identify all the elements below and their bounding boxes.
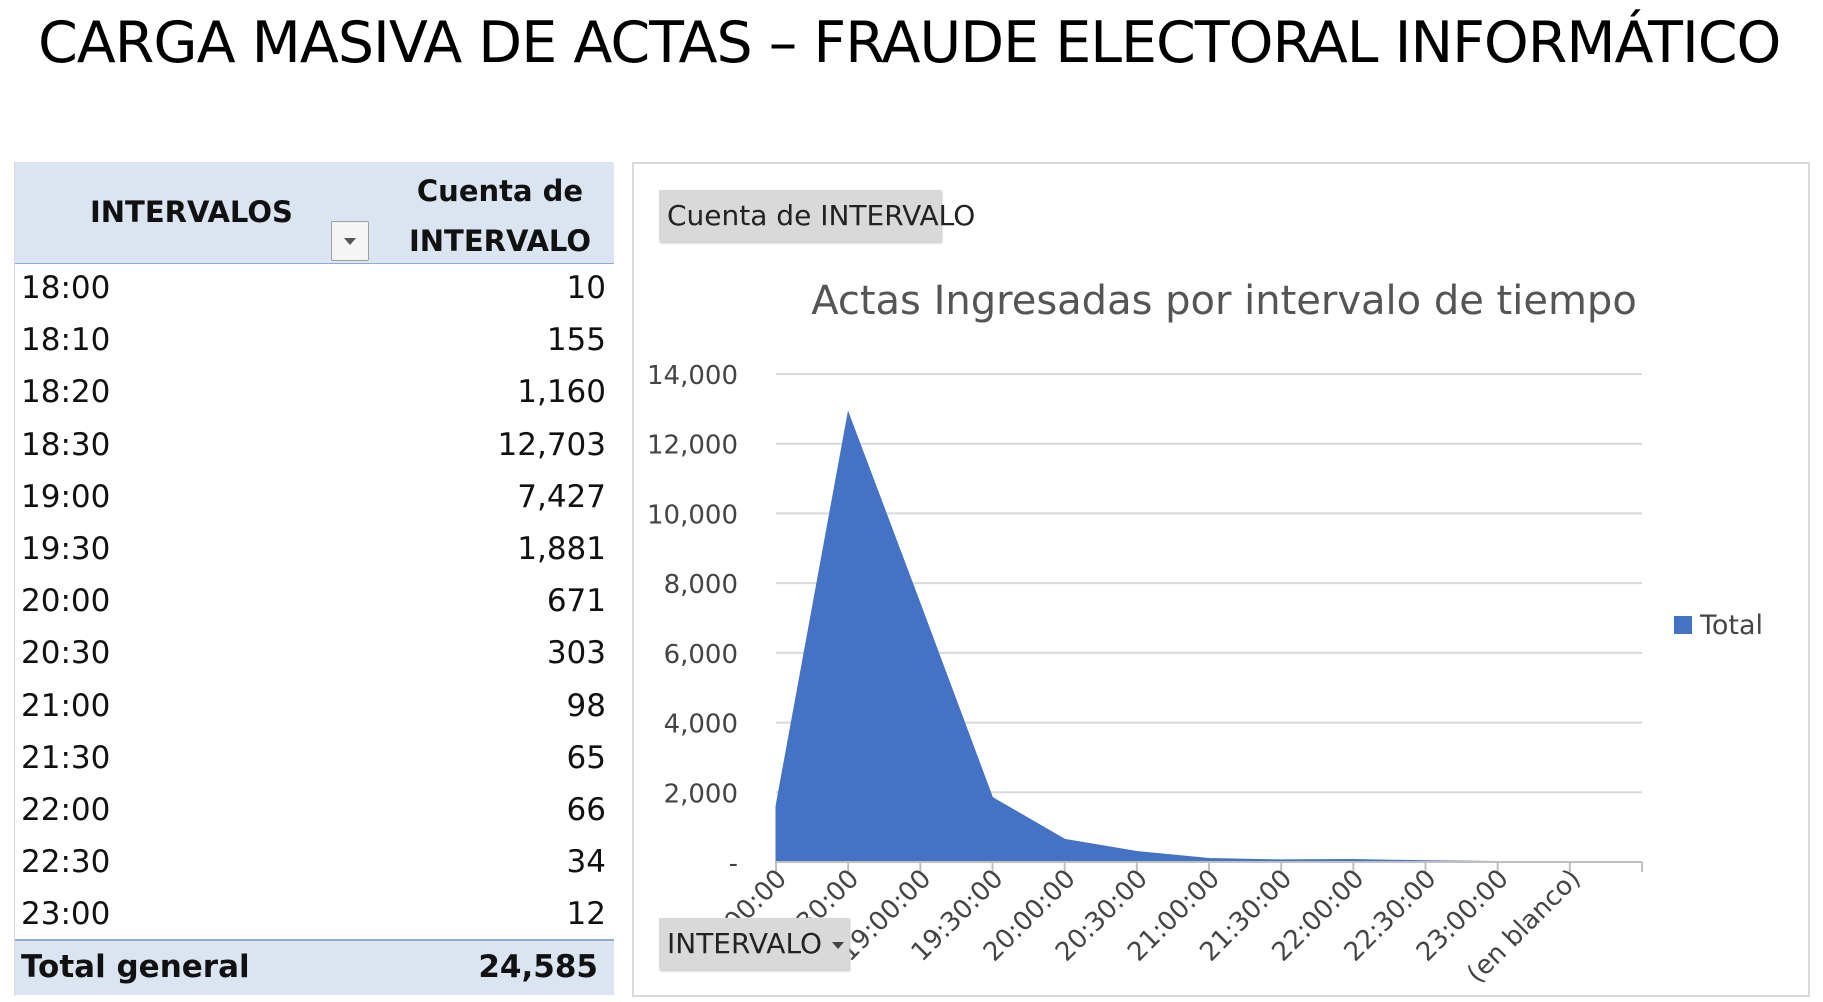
pivot-row[interactable]: 18:00 10 bbox=[15, 264, 614, 316]
pivot-row[interactable]: 19:00 7,427 bbox=[15, 473, 614, 525]
pivot-chart[interactable]: Cuenta de INTERVALO Actas Ingresadas por… bbox=[632, 162, 1810, 997]
y-tick-label: 12,000 bbox=[647, 431, 738, 461]
pivot-row[interactable]: 21:00 98 bbox=[15, 682, 614, 734]
value-field-header: Cuenta de INTERVALO bbox=[385, 166, 615, 266]
y-tick-label: 8,000 bbox=[664, 570, 738, 600]
row-label: 20:30 bbox=[21, 635, 111, 672]
row-label: 18:10 bbox=[21, 322, 111, 359]
row-label: 18:30 bbox=[21, 426, 111, 463]
y-tick-label: 2,000 bbox=[664, 779, 738, 809]
row-count: 98 bbox=[566, 687, 606, 724]
pivot-row[interactable]: 18:10 155 bbox=[15, 316, 614, 368]
area-series-total bbox=[775, 410, 1570, 863]
row-count: 12 bbox=[566, 896, 606, 933]
row-label: 19:30 bbox=[21, 530, 111, 567]
row-label: 20:00 bbox=[21, 583, 111, 620]
row-label: 18:20 bbox=[21, 374, 111, 411]
y-tick-label: 14,000 bbox=[647, 361, 738, 391]
row-label-header: INTERVALOS bbox=[90, 195, 293, 229]
pivot-row[interactable]: 22:00 66 bbox=[15, 786, 614, 838]
pivot-row[interactable]: 18:20 1,160 bbox=[15, 368, 614, 420]
row-filter-button[interactable] bbox=[331, 221, 369, 261]
pivot-total-row[interactable]: Total general 24,585 bbox=[15, 939, 614, 995]
dropdown-arrow-icon bbox=[832, 942, 845, 949]
y-tick-label: 4,000 bbox=[664, 710, 738, 740]
value-field-button[interactable]: Cuenta de INTERVALO bbox=[659, 190, 975, 242]
pivot-table: INTERVALOS Cuenta de INTERVALO 18:00 10 1… bbox=[14, 162, 614, 996]
pivot-row[interactable]: 21:30 65 bbox=[15, 734, 614, 786]
row-label: 23:00 bbox=[21, 896, 111, 933]
row-label: 22:30 bbox=[21, 844, 111, 881]
row-count: 65 bbox=[566, 739, 606, 776]
row-count: 1,160 bbox=[517, 374, 606, 411]
row-label: 21:30 bbox=[21, 739, 111, 776]
pivot-row[interactable]: 23:00 12 bbox=[15, 890, 614, 942]
total-value: 24,585 bbox=[478, 949, 598, 985]
legend-label: Total bbox=[1699, 610, 1763, 641]
page-title: CARGA MASIVA DE ACTAS – FRAUDE ELECTORAL… bbox=[38, 10, 1781, 76]
pivot-row[interactable]: 19:30 1,881 bbox=[15, 525, 614, 577]
chart-title: Actas Ingresadas por intervalo de tiempo bbox=[811, 278, 1637, 324]
row-count: 155 bbox=[546, 322, 606, 359]
row-count: 671 bbox=[546, 583, 606, 620]
row-count: 66 bbox=[566, 791, 606, 828]
pivot-row[interactable]: 22:30 34 bbox=[15, 838, 614, 890]
legend-swatch bbox=[1674, 616, 1692, 634]
row-count: 303 bbox=[546, 635, 606, 672]
area-chart: Actas Ingresadas por intervalo de tiempo… bbox=[647, 278, 1763, 989]
total-label: Total general bbox=[21, 949, 250, 985]
row-label: 19:00 bbox=[21, 478, 111, 515]
pivot-row[interactable]: 18:30 12,703 bbox=[15, 421, 614, 473]
row-count: 1,881 bbox=[517, 530, 606, 567]
value-header-line1: Cuenta de bbox=[416, 174, 584, 208]
row-count: 10 bbox=[566, 270, 606, 306]
axis-field-button[interactable]: INTERVALO bbox=[659, 918, 849, 970]
axis-field-label: INTERVALO bbox=[667, 927, 823, 960]
row-count: 34 bbox=[566, 844, 606, 881]
y-tick-label: - bbox=[729, 849, 738, 879]
row-label: 21:00 bbox=[21, 687, 111, 724]
row-count: 7,427 bbox=[517, 478, 606, 515]
filter-dropdown-icon bbox=[344, 237, 356, 245]
pivot-row[interactable]: 20:30 303 bbox=[15, 629, 614, 681]
value-header-line2: INTERVALO bbox=[408, 224, 591, 258]
row-count: 12,703 bbox=[497, 426, 606, 463]
y-tick-label: 6,000 bbox=[664, 640, 738, 670]
pivot-rows: 18:00 10 18:10 155 18:20 1,160 18:30 12,703 … bbox=[15, 264, 614, 942]
pivot-header: INTERVALOS Cuenta de INTERVALO bbox=[15, 162, 614, 264]
pivot-row[interactable]: 20:00 671 bbox=[15, 577, 614, 629]
row-label: 22:00 bbox=[21, 791, 111, 828]
y-tick-label: 10,000 bbox=[647, 500, 738, 530]
row-label: 18:00 bbox=[21, 270, 111, 306]
